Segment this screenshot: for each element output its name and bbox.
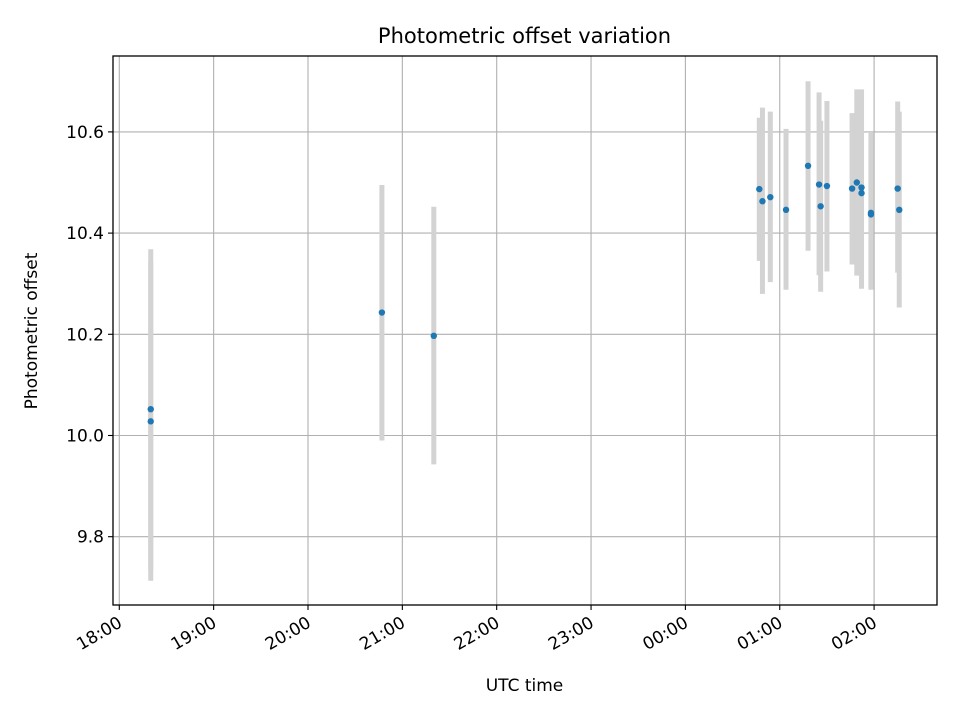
data-point	[858, 189, 865, 197]
data-point	[147, 405, 154, 413]
x-tick-label: 23:00	[545, 613, 597, 655]
y-tick-label: 10.2	[66, 325, 104, 345]
data-point	[378, 309, 386, 316]
x-tick-label: 00:00	[639, 613, 691, 655]
x-tick-label: 01:00	[734, 613, 786, 655]
x-tick-label: 18:00	[73, 613, 125, 655]
y-axis-label: Photometric offset	[22, 252, 42, 409]
y-tick-label: 9.8	[77, 528, 104, 548]
x-tick-label: 22:00	[451, 613, 503, 655]
x-axis-label: UTC time	[486, 676, 564, 696]
data-points	[147, 162, 903, 425]
data-point	[815, 181, 823, 188]
data-point	[848, 185, 856, 192]
grid-lines	[113, 56, 937, 605]
chart-title: Photometric offset variation	[378, 24, 671, 48]
data-point	[147, 418, 154, 425]
data-point	[767, 193, 774, 201]
data-point	[782, 206, 790, 214]
y-tick-label: 10.4	[66, 224, 104, 244]
data-point	[896, 206, 903, 214]
y-tick-label: 10.0	[66, 426, 104, 446]
data-point	[817, 203, 824, 210]
data-point	[430, 332, 437, 340]
data-point	[759, 198, 766, 205]
x-tick-label: 21:00	[356, 613, 408, 655]
data-point	[894, 185, 901, 192]
data-point	[853, 179, 861, 186]
y-axis-ticks: 9.8 10.0 10.2 10.4 10.6	[66, 123, 113, 548]
x-tick-label: 02:00	[828, 613, 880, 655]
data-point	[867, 211, 875, 218]
x-tick-label: 20:00	[262, 613, 314, 655]
plot-frame	[112, 55, 938, 606]
error-bars	[148, 81, 902, 581]
data-point	[858, 184, 865, 191]
data-point	[823, 182, 831, 190]
data-point	[804, 162, 812, 169]
x-tick-label: 19:00	[168, 613, 220, 655]
data-point	[756, 185, 763, 193]
x-axis-ticks: 18:00 19:00 20:00 21:00 22:00 23:00 00:00 01:00…	[73, 605, 881, 655]
y-tick-label: 10.6	[66, 123, 104, 143]
